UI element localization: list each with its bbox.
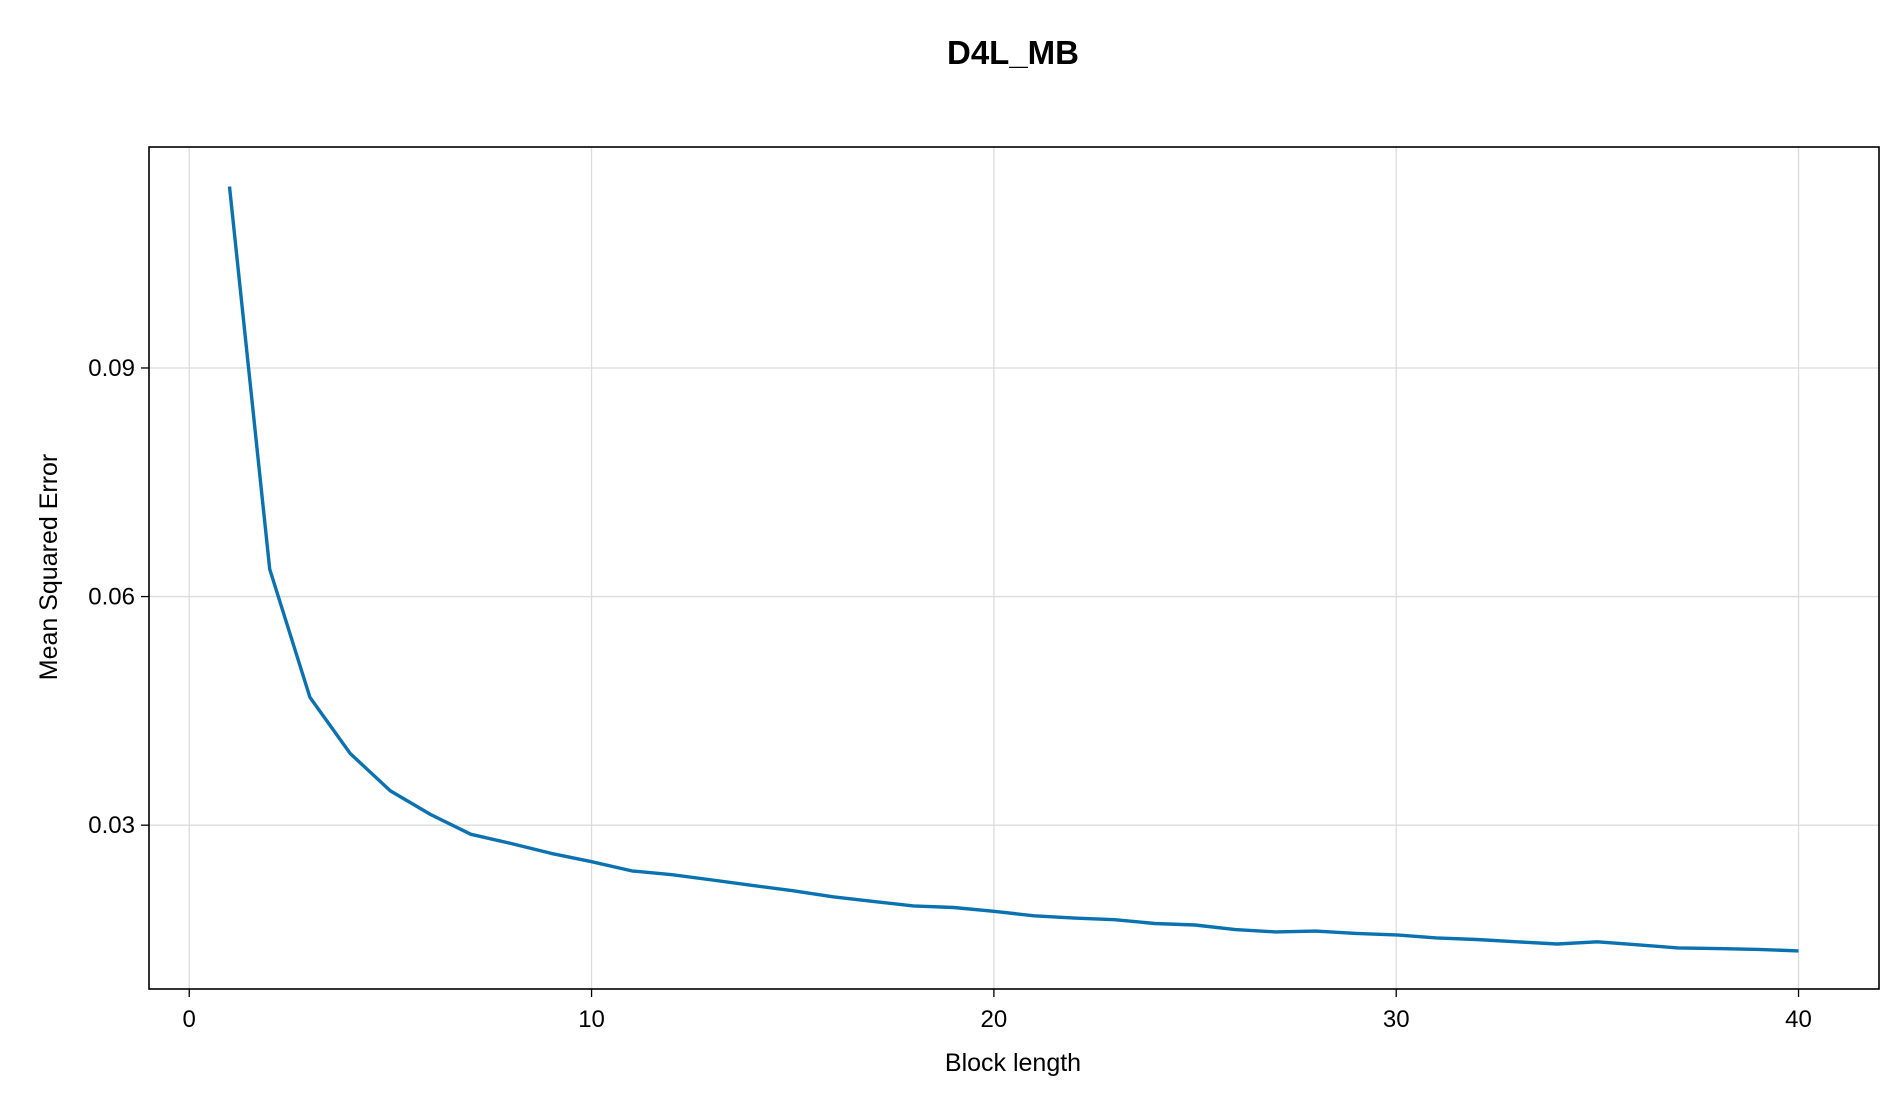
series-layer — [227, 186, 1799, 953]
y-tick-label: 0.06 — [88, 584, 135, 611]
plot-frame — [148, 146, 1880, 990]
x-tick-label: 20 — [981, 1006, 1008, 1033]
chart-title: D4L_MB — [947, 34, 1079, 71]
x-axis-label: Block length — [945, 1049, 1081, 1077]
axis-ticks: 0 10 20 30 40 0.03 0.06 0.09 — [88, 355, 1812, 1033]
x-tick-label: 10 — [578, 1006, 605, 1033]
y-tick-label: 0.09 — [88, 355, 135, 382]
x-tick-label: 0 — [183, 1006, 196, 1033]
x-tick-label: 40 — [1785, 1006, 1812, 1033]
series-line-0 — [227, 186, 1799, 953]
y-axis-label: Mean Squared Error — [35, 454, 63, 681]
x-tick-label: 30 — [1383, 1006, 1410, 1033]
grid-lines — [149, 147, 1879, 989]
y-tick-label: 0.03 — [88, 812, 135, 839]
